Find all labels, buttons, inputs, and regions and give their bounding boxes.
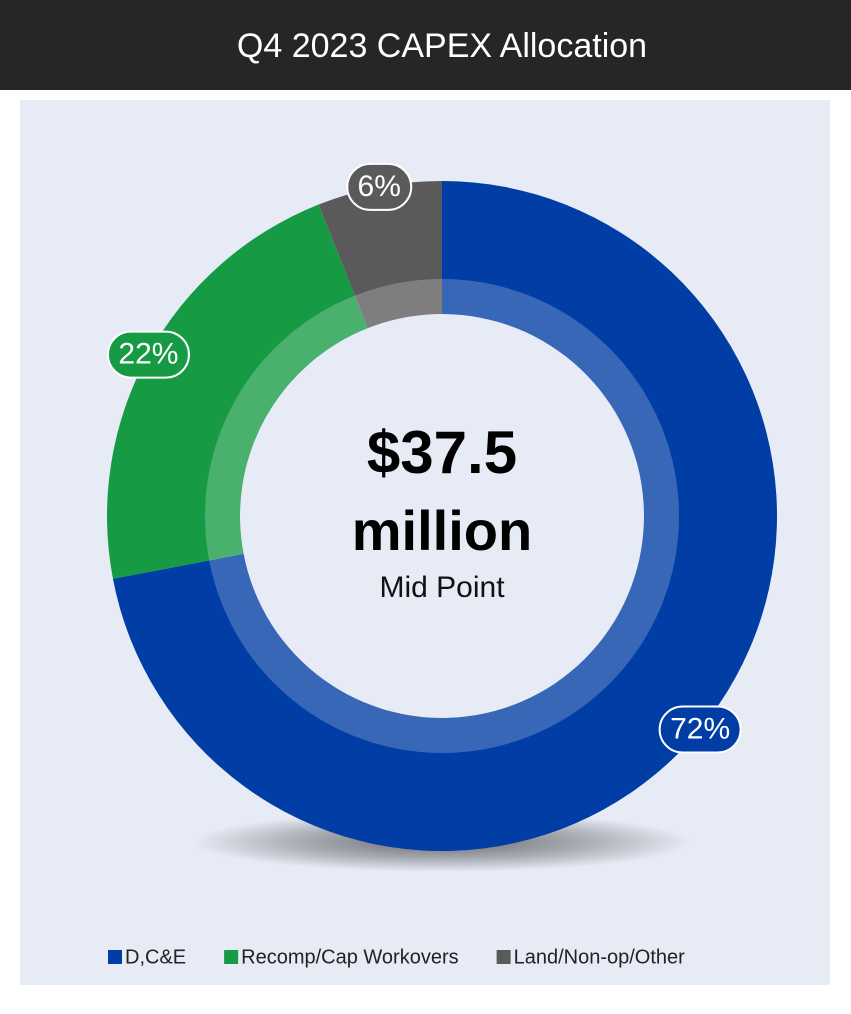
value-label-pill bbox=[658, 705, 742, 754]
legend: D,C&E Recomp/Cap Workovers Land/Non-op/Oth… bbox=[108, 946, 685, 968]
value-label-pill bbox=[346, 162, 413, 211]
legend-label: Land/Non-op/Other bbox=[514, 946, 686, 968]
legend-label: D,C&E bbox=[125, 946, 186, 968]
header-bar bbox=[0, 0, 851, 90]
chart-title: Q4 2023 CAPEX Allocation bbox=[237, 27, 647, 65]
legend-label: Recomp/Cap Workovers bbox=[241, 946, 458, 968]
value-label-pill bbox=[106, 330, 190, 379]
center-value: $37.5 bbox=[367, 419, 517, 486]
value-label: 22% bbox=[118, 338, 178, 371]
legend-swatch bbox=[496, 950, 511, 964]
value-label: 72% bbox=[670, 712, 730, 745]
legend-swatch bbox=[108, 950, 122, 964]
center-label: Mid Point bbox=[379, 571, 505, 604]
value-label: 6% bbox=[358, 170, 401, 203]
center-unit: million bbox=[352, 499, 532, 562]
inner-ring bbox=[205, 279, 679, 753]
slice bbox=[106, 204, 368, 579]
slices bbox=[106, 181, 777, 852]
slice bbox=[318, 181, 442, 329]
labels: 72% 22% 6% bbox=[106, 162, 742, 754]
legend-swatch bbox=[224, 950, 239, 964]
slice bbox=[112, 181, 777, 852]
